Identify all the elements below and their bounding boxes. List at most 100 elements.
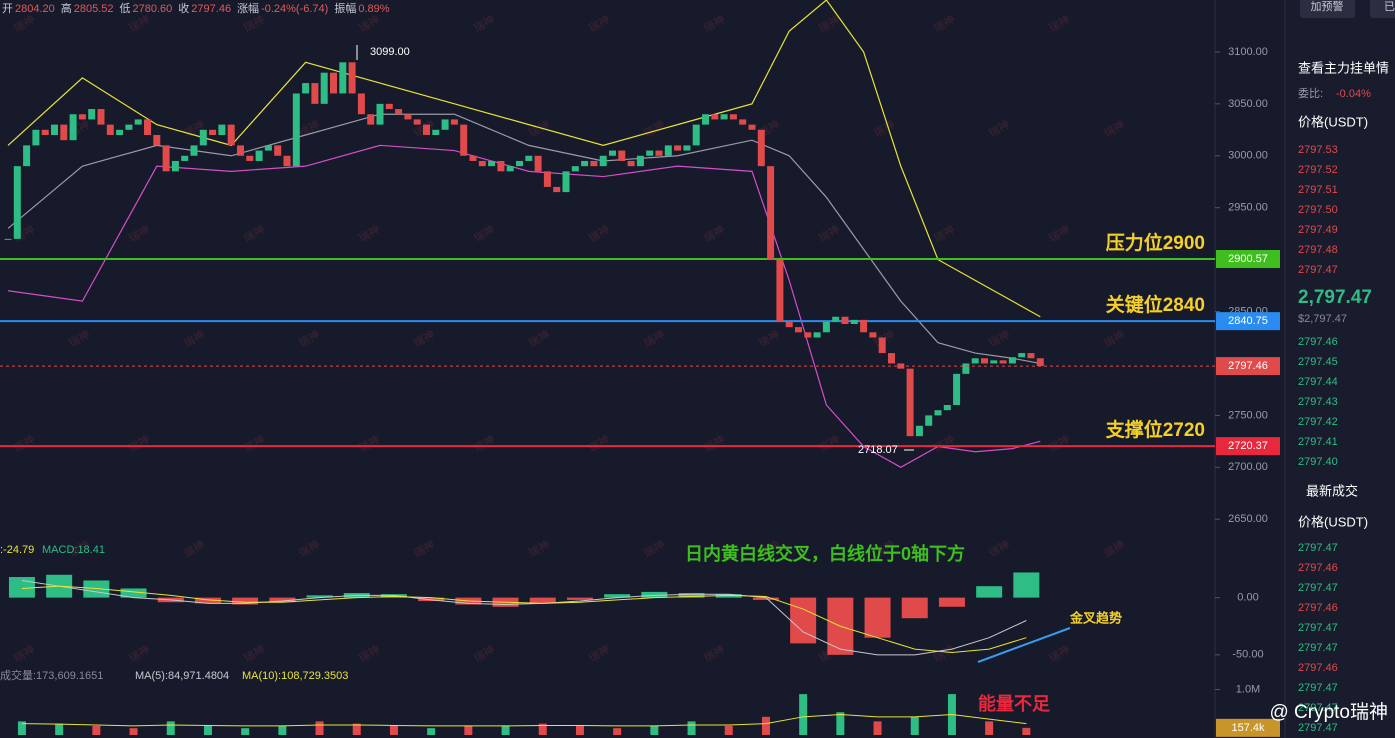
candle xyxy=(506,166,514,172)
candle xyxy=(981,358,988,364)
volume-bar xyxy=(241,728,250,735)
macd-bar xyxy=(678,593,705,598)
candle xyxy=(441,119,449,130)
candle xyxy=(832,316,840,322)
candle xyxy=(525,155,533,161)
volume-bar xyxy=(129,728,138,735)
level-text: 支撑位2720 xyxy=(1105,418,1205,441)
y-tick-label: 2700.00 xyxy=(1228,461,1268,473)
candle xyxy=(4,238,12,240)
candle xyxy=(32,129,40,146)
candle xyxy=(376,103,384,125)
last-price-tag xyxy=(1216,357,1280,376)
candle xyxy=(757,129,765,167)
candle xyxy=(320,72,328,104)
sidebar-bg xyxy=(1285,0,1395,738)
candle xyxy=(116,129,124,135)
volume-bar xyxy=(687,721,696,735)
macd-bar xyxy=(306,595,333,598)
candle xyxy=(953,373,961,405)
volume-bar xyxy=(1022,727,1031,735)
last-price: 2,797.47 xyxy=(1298,287,1372,308)
bid-price: 2797.40 xyxy=(1298,456,1338,468)
y-tick-label: 2650.00 xyxy=(1228,513,1268,525)
candle xyxy=(13,166,21,239)
button-bg[interactable] xyxy=(1300,0,1355,18)
trade-price: 2797.47 xyxy=(1298,582,1338,594)
candle xyxy=(88,109,96,120)
candle xyxy=(860,319,868,333)
level-tag xyxy=(1216,250,1280,269)
ask-price: 2797.53 xyxy=(1298,144,1338,156)
trade-price: 2797.47 xyxy=(1298,642,1338,654)
candle xyxy=(869,332,877,338)
candle xyxy=(153,135,161,146)
ohlc-label: 开 xyxy=(2,3,13,15)
y-tick-label: 3050.00 xyxy=(1228,98,1268,110)
level-tag-text: 2900.57 xyxy=(1228,253,1268,265)
trade-price: 2797.47 xyxy=(1298,682,1338,694)
ohlc-label: 涨幅 xyxy=(237,2,259,15)
button-bg[interactable] xyxy=(1370,0,1395,18)
candle xyxy=(888,353,895,364)
volume-bar xyxy=(873,721,882,735)
ohlc-label: 低 xyxy=(120,2,131,15)
candle xyxy=(106,124,114,135)
volume-bar xyxy=(985,721,994,735)
candle xyxy=(348,62,356,94)
macd-dif xyxy=(21,579,1027,656)
button[interactable]: 已 xyxy=(1384,1,1395,13)
candle xyxy=(841,316,849,324)
candle xyxy=(404,114,412,120)
book-title[interactable]: 查看主力挂单情 xyxy=(1298,60,1389,75)
candle xyxy=(209,129,217,135)
ask-price: 2797.48 xyxy=(1298,244,1338,256)
level-text: 关键位2840 xyxy=(1106,293,1205,316)
volume-bar xyxy=(352,723,361,735)
macd-bar xyxy=(269,597,296,603)
ask-price: 2797.52 xyxy=(1298,164,1338,176)
candle xyxy=(162,145,170,172)
candle xyxy=(683,145,691,151)
volume-bar xyxy=(17,721,26,735)
macd-bar xyxy=(194,597,221,604)
candle xyxy=(599,155,607,167)
candle xyxy=(664,145,672,156)
candle xyxy=(460,124,468,156)
candle xyxy=(60,124,68,141)
candle xyxy=(1008,357,1016,364)
volume-bar xyxy=(55,723,64,735)
macd-dea xyxy=(21,585,1027,654)
ohlc-value: 0.89% xyxy=(358,3,389,15)
candle xyxy=(785,321,793,328)
trade-price: 2797.47 xyxy=(1298,722,1338,734)
candle xyxy=(1018,353,1026,358)
candle xyxy=(729,114,737,120)
low-label: 2718.07 xyxy=(858,444,898,456)
candle xyxy=(497,160,505,172)
candle xyxy=(171,160,179,172)
volume-legend: 成交量:173,609.1651 xyxy=(0,668,103,682)
candle xyxy=(571,166,579,172)
trend-arrow xyxy=(977,627,1071,663)
volume-tag-text: 157.4k xyxy=(1231,722,1265,734)
button[interactable]: 加预警 xyxy=(1311,0,1344,13)
macd-bar xyxy=(938,597,965,607)
candle xyxy=(711,114,719,120)
candle xyxy=(41,129,49,135)
y-tick-label: 2950.00 xyxy=(1228,202,1268,214)
candle xyxy=(1027,353,1035,359)
candle xyxy=(618,150,626,161)
bollinger-middle xyxy=(7,113,1041,365)
candle xyxy=(627,160,635,167)
candle xyxy=(134,119,142,125)
trades-header: 价格(USDT) xyxy=(1298,514,1368,529)
trade-price: 2797.47 xyxy=(1298,542,1338,554)
ask-price: 2797.49 xyxy=(1298,224,1338,236)
candle xyxy=(246,155,254,161)
ask-price: 2797.51 xyxy=(1298,184,1338,196)
trades-title: 最新成交 xyxy=(1306,483,1358,498)
volume-bar xyxy=(278,725,287,735)
candle xyxy=(283,155,291,167)
